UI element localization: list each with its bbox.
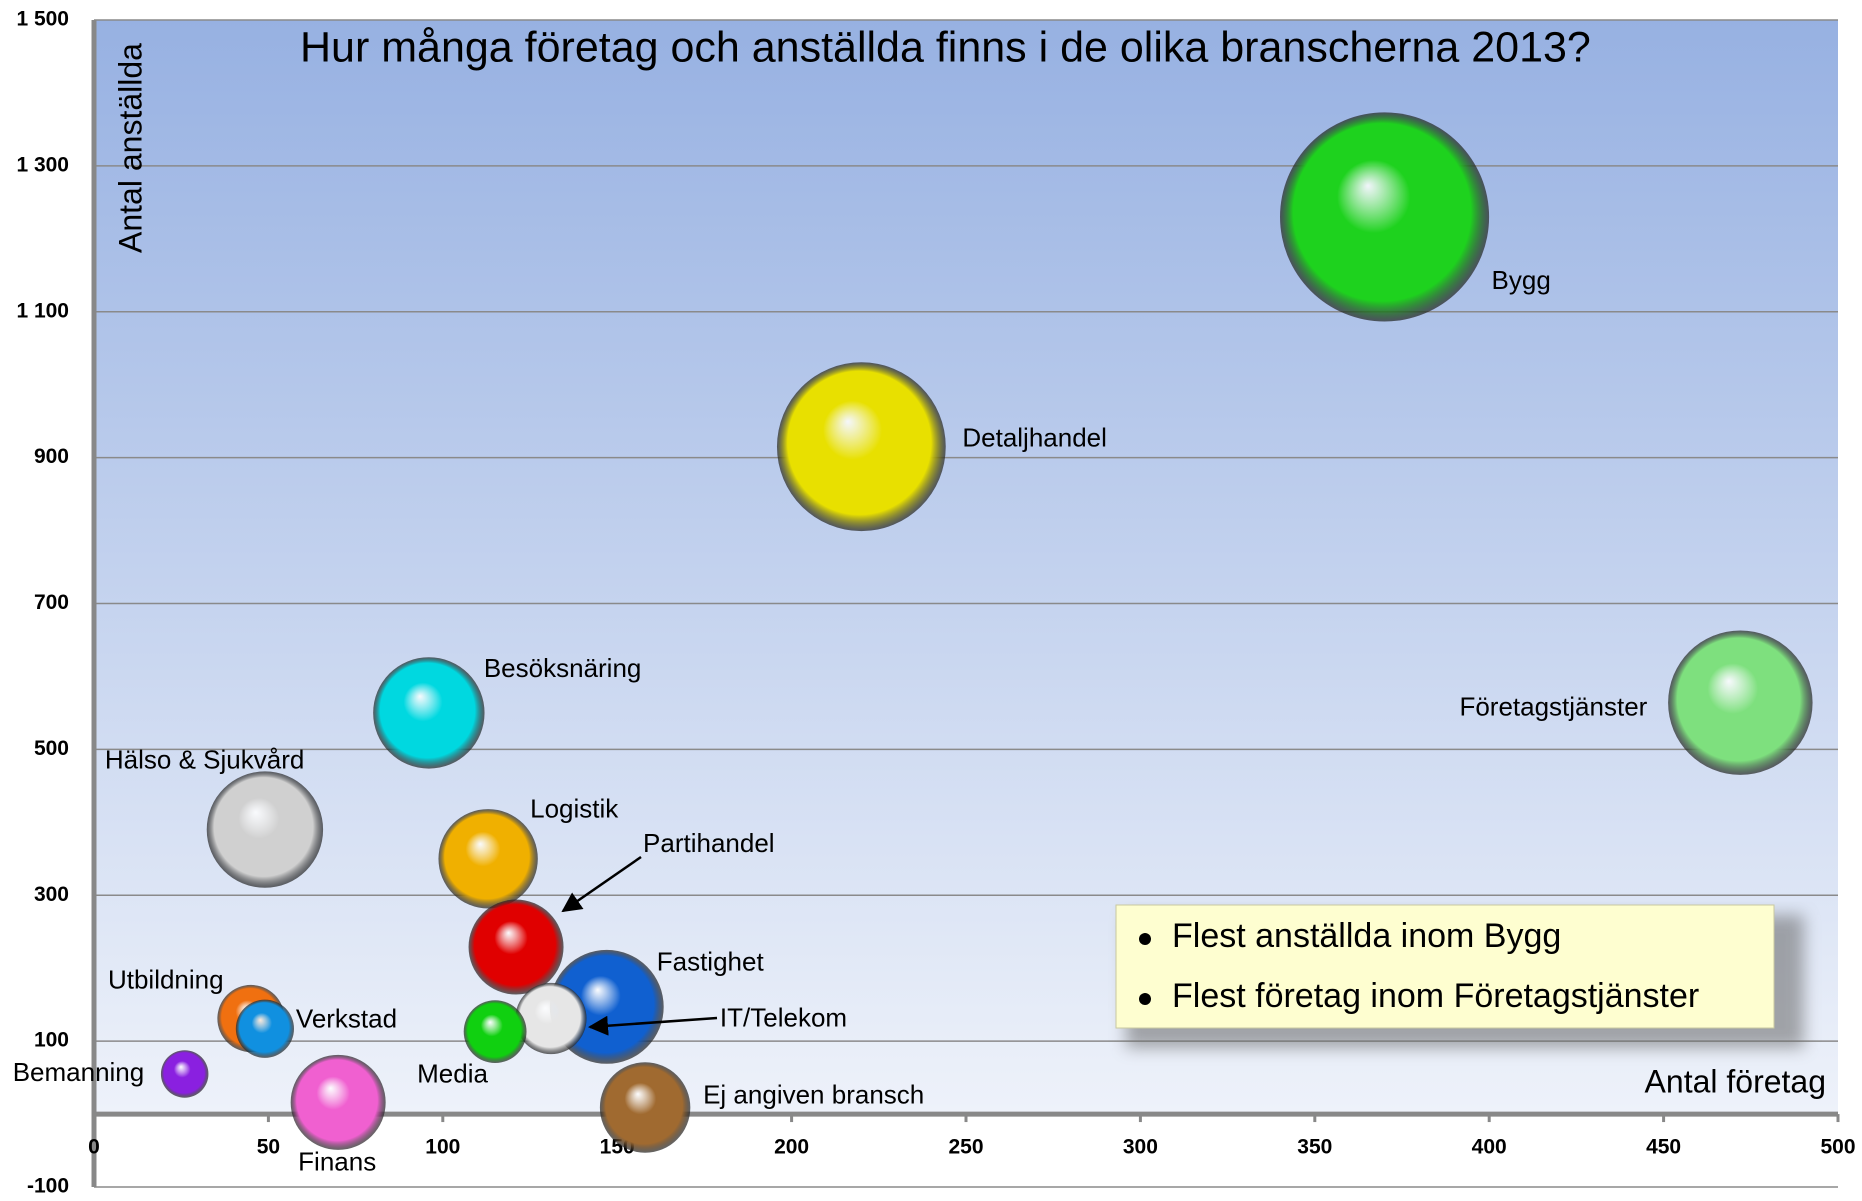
bubble xyxy=(463,1000,527,1064)
bubble-label: Partihandel xyxy=(643,828,775,858)
bubble xyxy=(206,771,324,888)
y-tick-label: 900 xyxy=(34,445,69,468)
bubble-label: Finans xyxy=(298,1146,376,1176)
bubble xyxy=(438,809,538,909)
y-axis-label: Antal anställda xyxy=(112,43,148,253)
bubble-label: Besöksnäring xyxy=(484,653,642,683)
bubble-label: Utbildning xyxy=(108,964,224,994)
x-tick-label: 500 xyxy=(1820,1136,1855,1159)
x-tick-label: 0 xyxy=(88,1136,100,1159)
bubble xyxy=(1280,112,1490,322)
bubble-label: Verkstad xyxy=(296,1004,397,1034)
arrow xyxy=(561,855,642,913)
bubble-label: Ej angiven bransch xyxy=(703,1079,924,1109)
bubble xyxy=(599,1062,691,1153)
x-tick-label: 300 xyxy=(1123,1136,1158,1159)
note-box xyxy=(1115,904,1775,1029)
x-tick-label: 200 xyxy=(774,1136,809,1159)
bubble xyxy=(1668,630,1813,775)
bubble xyxy=(373,657,485,769)
bubble xyxy=(776,362,946,532)
x-tick-label: 50 xyxy=(257,1136,280,1159)
note: Flest företag inom Företagstjänster xyxy=(1172,977,1699,1015)
bubble xyxy=(290,1054,386,1150)
y-tick-label: -100 xyxy=(27,1175,69,1198)
bubble-label: Fastighet xyxy=(657,947,765,977)
bubble-label: Bemanning xyxy=(13,1057,145,1087)
bubble xyxy=(515,982,587,1055)
x-tick-label: 100 xyxy=(425,1136,460,1159)
bubble-label: Bygg xyxy=(1492,265,1551,295)
y-tick-label: 300 xyxy=(34,883,69,906)
bullet xyxy=(1139,993,1151,1005)
y-tick-label: 1 100 xyxy=(16,299,69,322)
chart-title: Hur många företag och anställda finns i … xyxy=(300,23,1591,71)
x-tick-label: 250 xyxy=(948,1136,983,1159)
y-tick-label: 100 xyxy=(34,1029,69,1052)
y-tick-label: 500 xyxy=(34,737,69,760)
bubble xyxy=(468,899,564,995)
y-tick-label: 700 xyxy=(34,591,69,614)
bubble-label: Media xyxy=(417,1059,488,1089)
x-tick-label: 400 xyxy=(1472,1136,1507,1159)
bubble-label: Logistik xyxy=(530,794,619,824)
arrow xyxy=(588,1015,718,1036)
bubble-label: Företagstjänster xyxy=(1459,692,1647,722)
bullet xyxy=(1139,933,1151,945)
x-tick-label: 450 xyxy=(1646,1136,1681,1159)
x-axis-label: Antal företag xyxy=(1645,1063,1826,1099)
x-tick-label: 350 xyxy=(1297,1136,1332,1159)
note: Flest anställda inom Bygg xyxy=(1172,917,1561,955)
bubble xyxy=(160,1050,209,1098)
bubble-label: Hälso & Sjukvård xyxy=(105,744,304,774)
bubble-label: IT/Telekom xyxy=(720,1002,847,1032)
bubble xyxy=(235,999,294,1058)
y-tick-label: 1 300 xyxy=(16,153,69,176)
bubble-label: Detaljhandel xyxy=(962,423,1107,453)
y-tick-label: 1 500 xyxy=(16,8,69,31)
